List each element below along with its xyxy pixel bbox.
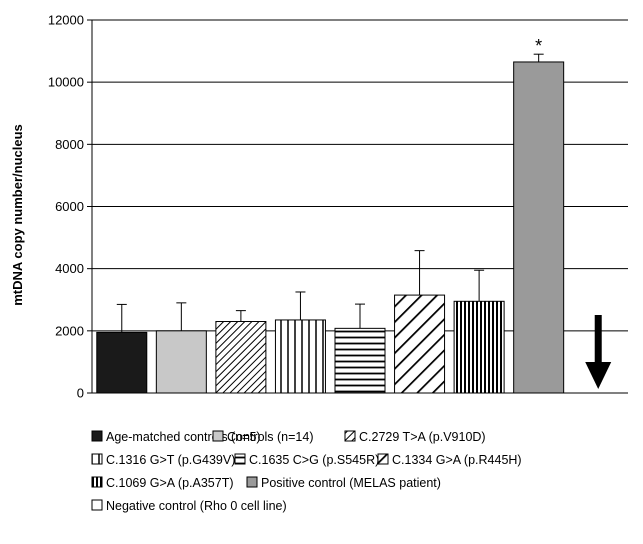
legend-swatch xyxy=(91,476,103,488)
legend-swatch xyxy=(377,453,389,465)
annotations: * xyxy=(535,36,612,389)
legend-label: C.2729 T>A (p.V910D) xyxy=(359,430,486,444)
legend-label: C.1635 C>G (p.S545R) xyxy=(249,453,379,467)
y-tick-label: 0 xyxy=(77,386,84,401)
bar xyxy=(394,294,446,394)
legend-item: C.1635 C>G (p.S545R) xyxy=(234,453,379,467)
y-tick-label: 2000 xyxy=(55,323,84,338)
y-tick-label: 10000 xyxy=(48,75,84,90)
legend-item: Controls (n=14) xyxy=(212,430,314,444)
bar xyxy=(453,300,505,394)
y-tick-label: 12000 xyxy=(48,13,84,28)
legend-item: Negative control (Rho 0 cell line) xyxy=(91,499,287,513)
bar xyxy=(513,61,565,394)
legend-label: Controls (n=14) xyxy=(227,430,314,444)
legend-swatch xyxy=(246,476,258,488)
y-axis-label: mtDNA copy number/nucleus xyxy=(10,124,25,306)
legend-label: Negative control (Rho 0 cell line) xyxy=(106,499,287,513)
legend-swatch xyxy=(91,430,103,442)
error-bars xyxy=(116,53,544,333)
bar xyxy=(155,330,207,394)
legend-item: C.1316 G>T (p.G439V) xyxy=(91,453,235,467)
legend-swatch xyxy=(91,499,103,511)
y-tick-label: 4000 xyxy=(55,261,84,276)
legend-label: C.1069 G>A (p.A357T) xyxy=(106,476,234,490)
legend-label: C.1334 G>A (p.R445H) xyxy=(392,453,522,467)
legend-item: C.1069 G>A (p.A357T) xyxy=(91,476,234,490)
legend-swatch xyxy=(91,453,103,465)
legend-swatch xyxy=(344,430,356,442)
legend-item: Positive control (MELAS patient) xyxy=(246,476,441,490)
legend-swatch xyxy=(234,453,246,465)
significance-asterisk: * xyxy=(535,36,542,56)
y-tick-label: 8000 xyxy=(55,137,84,152)
y-tick-label: 6000 xyxy=(55,199,84,214)
bars xyxy=(96,61,565,394)
bar xyxy=(215,321,267,394)
down-arrow-icon xyxy=(585,315,612,389)
bar xyxy=(96,331,148,394)
legend-label: Positive control (MELAS patient) xyxy=(261,476,441,490)
bar xyxy=(334,327,386,394)
legend-item: C.1334 G>A (p.R445H) xyxy=(377,453,522,467)
bar xyxy=(274,319,326,394)
legend-swatch xyxy=(212,430,224,442)
legend-label: C.1316 G>T (p.G439V) xyxy=(106,453,235,467)
legend: Age-matched controls (n=5)Controls (n=14… xyxy=(91,430,522,513)
legend-item: C.2729 T>A (p.V910D) xyxy=(344,430,486,444)
